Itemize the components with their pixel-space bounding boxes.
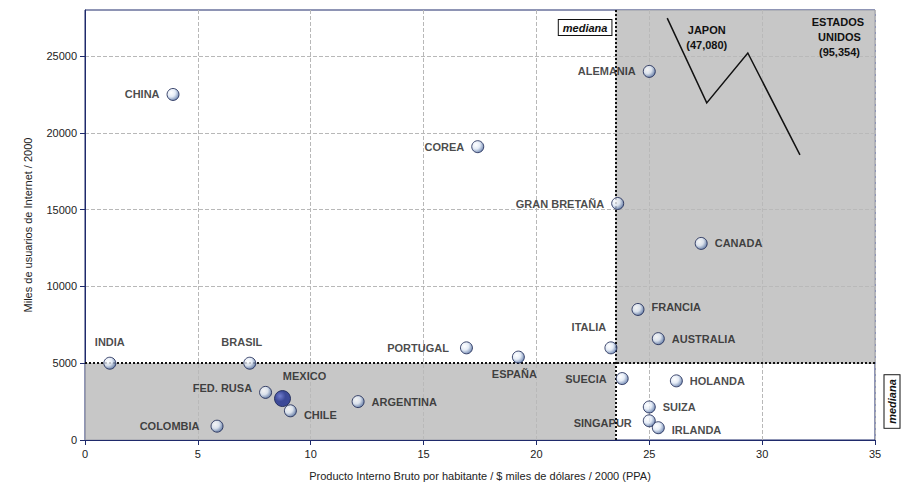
svg-text:CHILE: CHILE: [304, 409, 337, 421]
svg-text:SUIZA: SUIZA: [663, 401, 696, 413]
svg-text:0: 0: [82, 448, 88, 460]
svg-text:mediana: mediana: [886, 379, 898, 424]
svg-text:20: 20: [530, 448, 542, 460]
svg-text:CANADA: CANADA: [715, 237, 763, 249]
svg-text:20000: 20000: [46, 127, 77, 139]
svg-text:30: 30: [756, 448, 768, 460]
svg-text:UNIDOS: UNIDOS: [818, 31, 861, 43]
svg-text:CHINA: CHINA: [125, 88, 160, 100]
svg-text:BRASIL: BRASIL: [221, 336, 262, 348]
svg-text:(47,080): (47,080): [686, 39, 727, 51]
svg-text:(95,354): (95,354): [819, 46, 860, 58]
svg-text:10000: 10000: [46, 280, 77, 292]
svg-text:JAPON: JAPON: [688, 24, 726, 36]
svg-text:Miles de usuarios de Internet: Miles de usuarios de Internet / 2000: [22, 138, 34, 313]
svg-text:5000: 5000: [53, 357, 77, 369]
svg-text:HOLANDA: HOLANDA: [690, 375, 745, 387]
svg-text:ITALIA: ITALIA: [572, 321, 607, 333]
svg-text:15: 15: [417, 448, 429, 460]
svg-text:ESTADOS: ESTADOS: [812, 16, 867, 28]
svg-text:SINGAPUR: SINGAPUR: [574, 417, 632, 429]
svg-text:ARGENTINA: ARGENTINA: [372, 396, 437, 408]
svg-text:ESPAÑA: ESPAÑA: [492, 368, 537, 380]
svg-text:MEXICO: MEXICO: [283, 370, 327, 382]
svg-text:0: 0: [71, 434, 77, 446]
svg-text:15000: 15000: [46, 204, 77, 216]
svg-text:25000: 25000: [46, 50, 77, 62]
svg-text:SUECIA: SUECIA: [565, 373, 607, 385]
svg-text:FED. RUSA: FED. RUSA: [193, 382, 252, 394]
svg-text:mediana: mediana: [563, 22, 608, 34]
svg-text:PORTUGAL: PORTUGAL: [387, 342, 449, 354]
svg-text:GRAN BRETAÑA: GRAN BRETAÑA: [516, 198, 604, 210]
svg-text:ALEMANIA: ALEMANIA: [578, 65, 636, 77]
svg-text:INDIA: INDIA: [95, 336, 125, 348]
svg-text:AUSTRALIA: AUSTRALIA: [672, 333, 736, 345]
svg-text:10: 10: [305, 448, 317, 460]
svg-text:5: 5: [195, 448, 201, 460]
svg-text:COLOMBIA: COLOMBIA: [140, 420, 200, 432]
svg-text:35: 35: [869, 448, 881, 460]
svg-text:COREA: COREA: [425, 141, 465, 153]
svg-text:FRANCIA: FRANCIA: [652, 301, 702, 313]
svg-text:Producto Interno Bruto por hab: Producto Interno Bruto por habitante / $…: [309, 470, 651, 482]
svg-text:25: 25: [643, 448, 655, 460]
svg-text:IRLANDA: IRLANDA: [672, 424, 722, 436]
